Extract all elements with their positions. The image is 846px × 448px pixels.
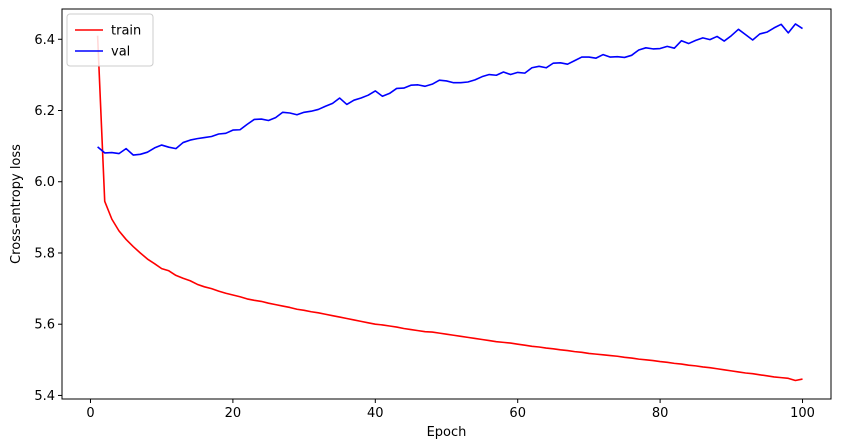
y-tick-label: 6.0 bbox=[34, 175, 55, 190]
x-tick-label: 100 bbox=[790, 406, 815, 421]
series-layer bbox=[96, 23, 803, 382]
x-tick-label: 20 bbox=[225, 406, 242, 421]
y-tick-label: 5.8 bbox=[34, 246, 55, 261]
x-tick-label: 40 bbox=[367, 406, 384, 421]
x-tick-label: 60 bbox=[509, 406, 526, 421]
x-axis-ticks: 0 20 40 60 80 100 bbox=[86, 399, 815, 421]
y-tick-label: 5.4 bbox=[34, 389, 55, 404]
series-line-val bbox=[97, 23, 803, 156]
y-tick-label: 5.6 bbox=[34, 318, 55, 333]
legend-label-train: train bbox=[111, 24, 141, 39]
legend-label-val: val bbox=[111, 45, 130, 60]
legend: train val bbox=[66, 13, 154, 67]
legend-box bbox=[66, 13, 154, 67]
y-axis-ticks: 5.4 5.6 5.8 6.0 6.2 6.4 bbox=[34, 33, 62, 404]
y-axis-label: Cross-entropy loss bbox=[9, 144, 24, 264]
series-line-train bbox=[96, 35, 803, 382]
y-tick-label: 6.2 bbox=[34, 104, 55, 119]
x-tick-label: 0 bbox=[86, 406, 94, 421]
x-tick-label: 80 bbox=[652, 406, 669, 421]
x-axis-label: Epoch bbox=[427, 425, 467, 440]
y-tick-label: 6.4 bbox=[34, 33, 55, 48]
axes-frame bbox=[61, 8, 832, 400]
